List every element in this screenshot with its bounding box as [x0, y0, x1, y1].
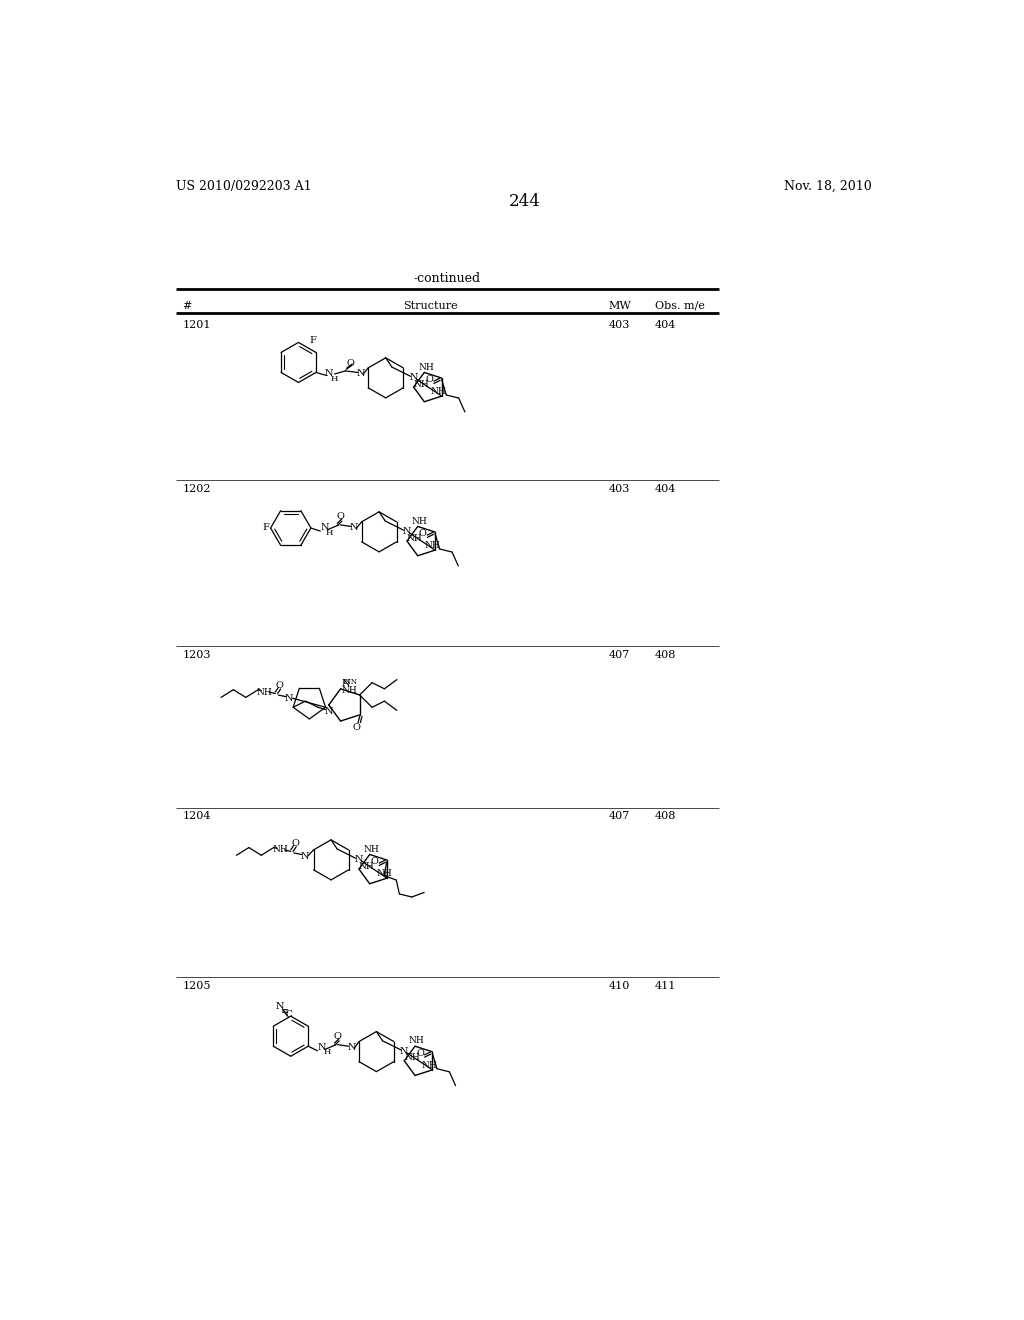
Text: 1202: 1202	[182, 484, 211, 494]
Text: H: H	[324, 1048, 331, 1056]
Text: NH: NH	[424, 541, 440, 550]
Text: NH: NH	[358, 862, 375, 870]
Text: F: F	[262, 524, 269, 532]
Text: O: O	[334, 1032, 342, 1040]
Text: NH: NH	[431, 387, 446, 396]
Text: 403: 403	[608, 321, 630, 330]
Text: NH: NH	[414, 380, 429, 388]
Text: 404: 404	[655, 484, 677, 494]
Text: Obs. m/e: Obs. m/e	[655, 301, 705, 310]
Text: NH: NH	[404, 1053, 420, 1063]
Text: N: N	[275, 1002, 284, 1011]
Text: N: N	[400, 1047, 409, 1056]
Text: O: O	[275, 681, 284, 690]
Text: H: H	[331, 375, 338, 383]
Text: N: N	[325, 706, 333, 715]
Text: 1201: 1201	[182, 321, 211, 330]
Text: 407: 407	[608, 812, 630, 821]
Text: NH: NH	[342, 686, 357, 694]
Text: C: C	[286, 1010, 293, 1019]
Text: NH: NH	[272, 845, 288, 854]
Text: 403: 403	[608, 484, 630, 494]
Text: 411: 411	[655, 981, 677, 991]
Text: N: N	[300, 851, 309, 861]
Text: O: O	[337, 512, 344, 521]
Text: MW: MW	[608, 301, 631, 310]
Text: 410: 410	[608, 981, 630, 991]
Text: 408: 408	[655, 812, 677, 821]
Text: O: O	[347, 359, 354, 368]
Text: N: N	[410, 374, 418, 383]
Text: ≡: ≡	[281, 1007, 289, 1016]
Text: INN: INN	[343, 678, 358, 686]
Text: Nov. 18, 2010: Nov. 18, 2010	[784, 180, 872, 193]
Text: 404: 404	[655, 321, 677, 330]
Text: NH: NH	[376, 870, 392, 878]
Text: O: O	[419, 529, 427, 539]
Text: NH: NH	[412, 516, 427, 525]
Text: N: N	[347, 1043, 356, 1052]
Text: O: O	[352, 723, 360, 731]
Text: N: N	[402, 528, 412, 536]
Text: N: N	[325, 370, 334, 379]
Text: 244: 244	[509, 193, 541, 210]
Text: O: O	[292, 840, 299, 849]
Text: O: O	[416, 1049, 424, 1057]
Text: NH: NH	[421, 1061, 437, 1071]
Text: O: O	[425, 375, 433, 384]
Text: N: N	[285, 694, 294, 702]
Text: H: H	[326, 528, 333, 537]
Text: N: N	[321, 524, 329, 532]
Text: NH: NH	[407, 533, 423, 543]
Text: N: N	[350, 524, 358, 532]
Text: 1204: 1204	[182, 812, 211, 821]
Text: #: #	[182, 301, 191, 310]
Text: 407: 407	[608, 649, 630, 660]
Text: N: N	[342, 678, 350, 688]
Text: O: O	[371, 857, 379, 866]
Text: N: N	[356, 370, 366, 379]
Text: 1205: 1205	[182, 981, 211, 991]
Text: NH: NH	[364, 845, 379, 854]
Text: F: F	[310, 337, 316, 346]
Text: US 2010/0292203 A1: US 2010/0292203 A1	[176, 180, 311, 193]
Text: NH: NH	[418, 363, 434, 371]
Text: N: N	[317, 1043, 327, 1052]
Text: 408: 408	[655, 649, 677, 660]
Text: 1203: 1203	[182, 649, 211, 660]
Text: N: N	[354, 855, 364, 865]
Text: -continued: -continued	[414, 272, 481, 285]
Text: Structure: Structure	[402, 301, 458, 310]
Text: NH: NH	[409, 1036, 425, 1045]
Text: NH: NH	[257, 688, 272, 697]
